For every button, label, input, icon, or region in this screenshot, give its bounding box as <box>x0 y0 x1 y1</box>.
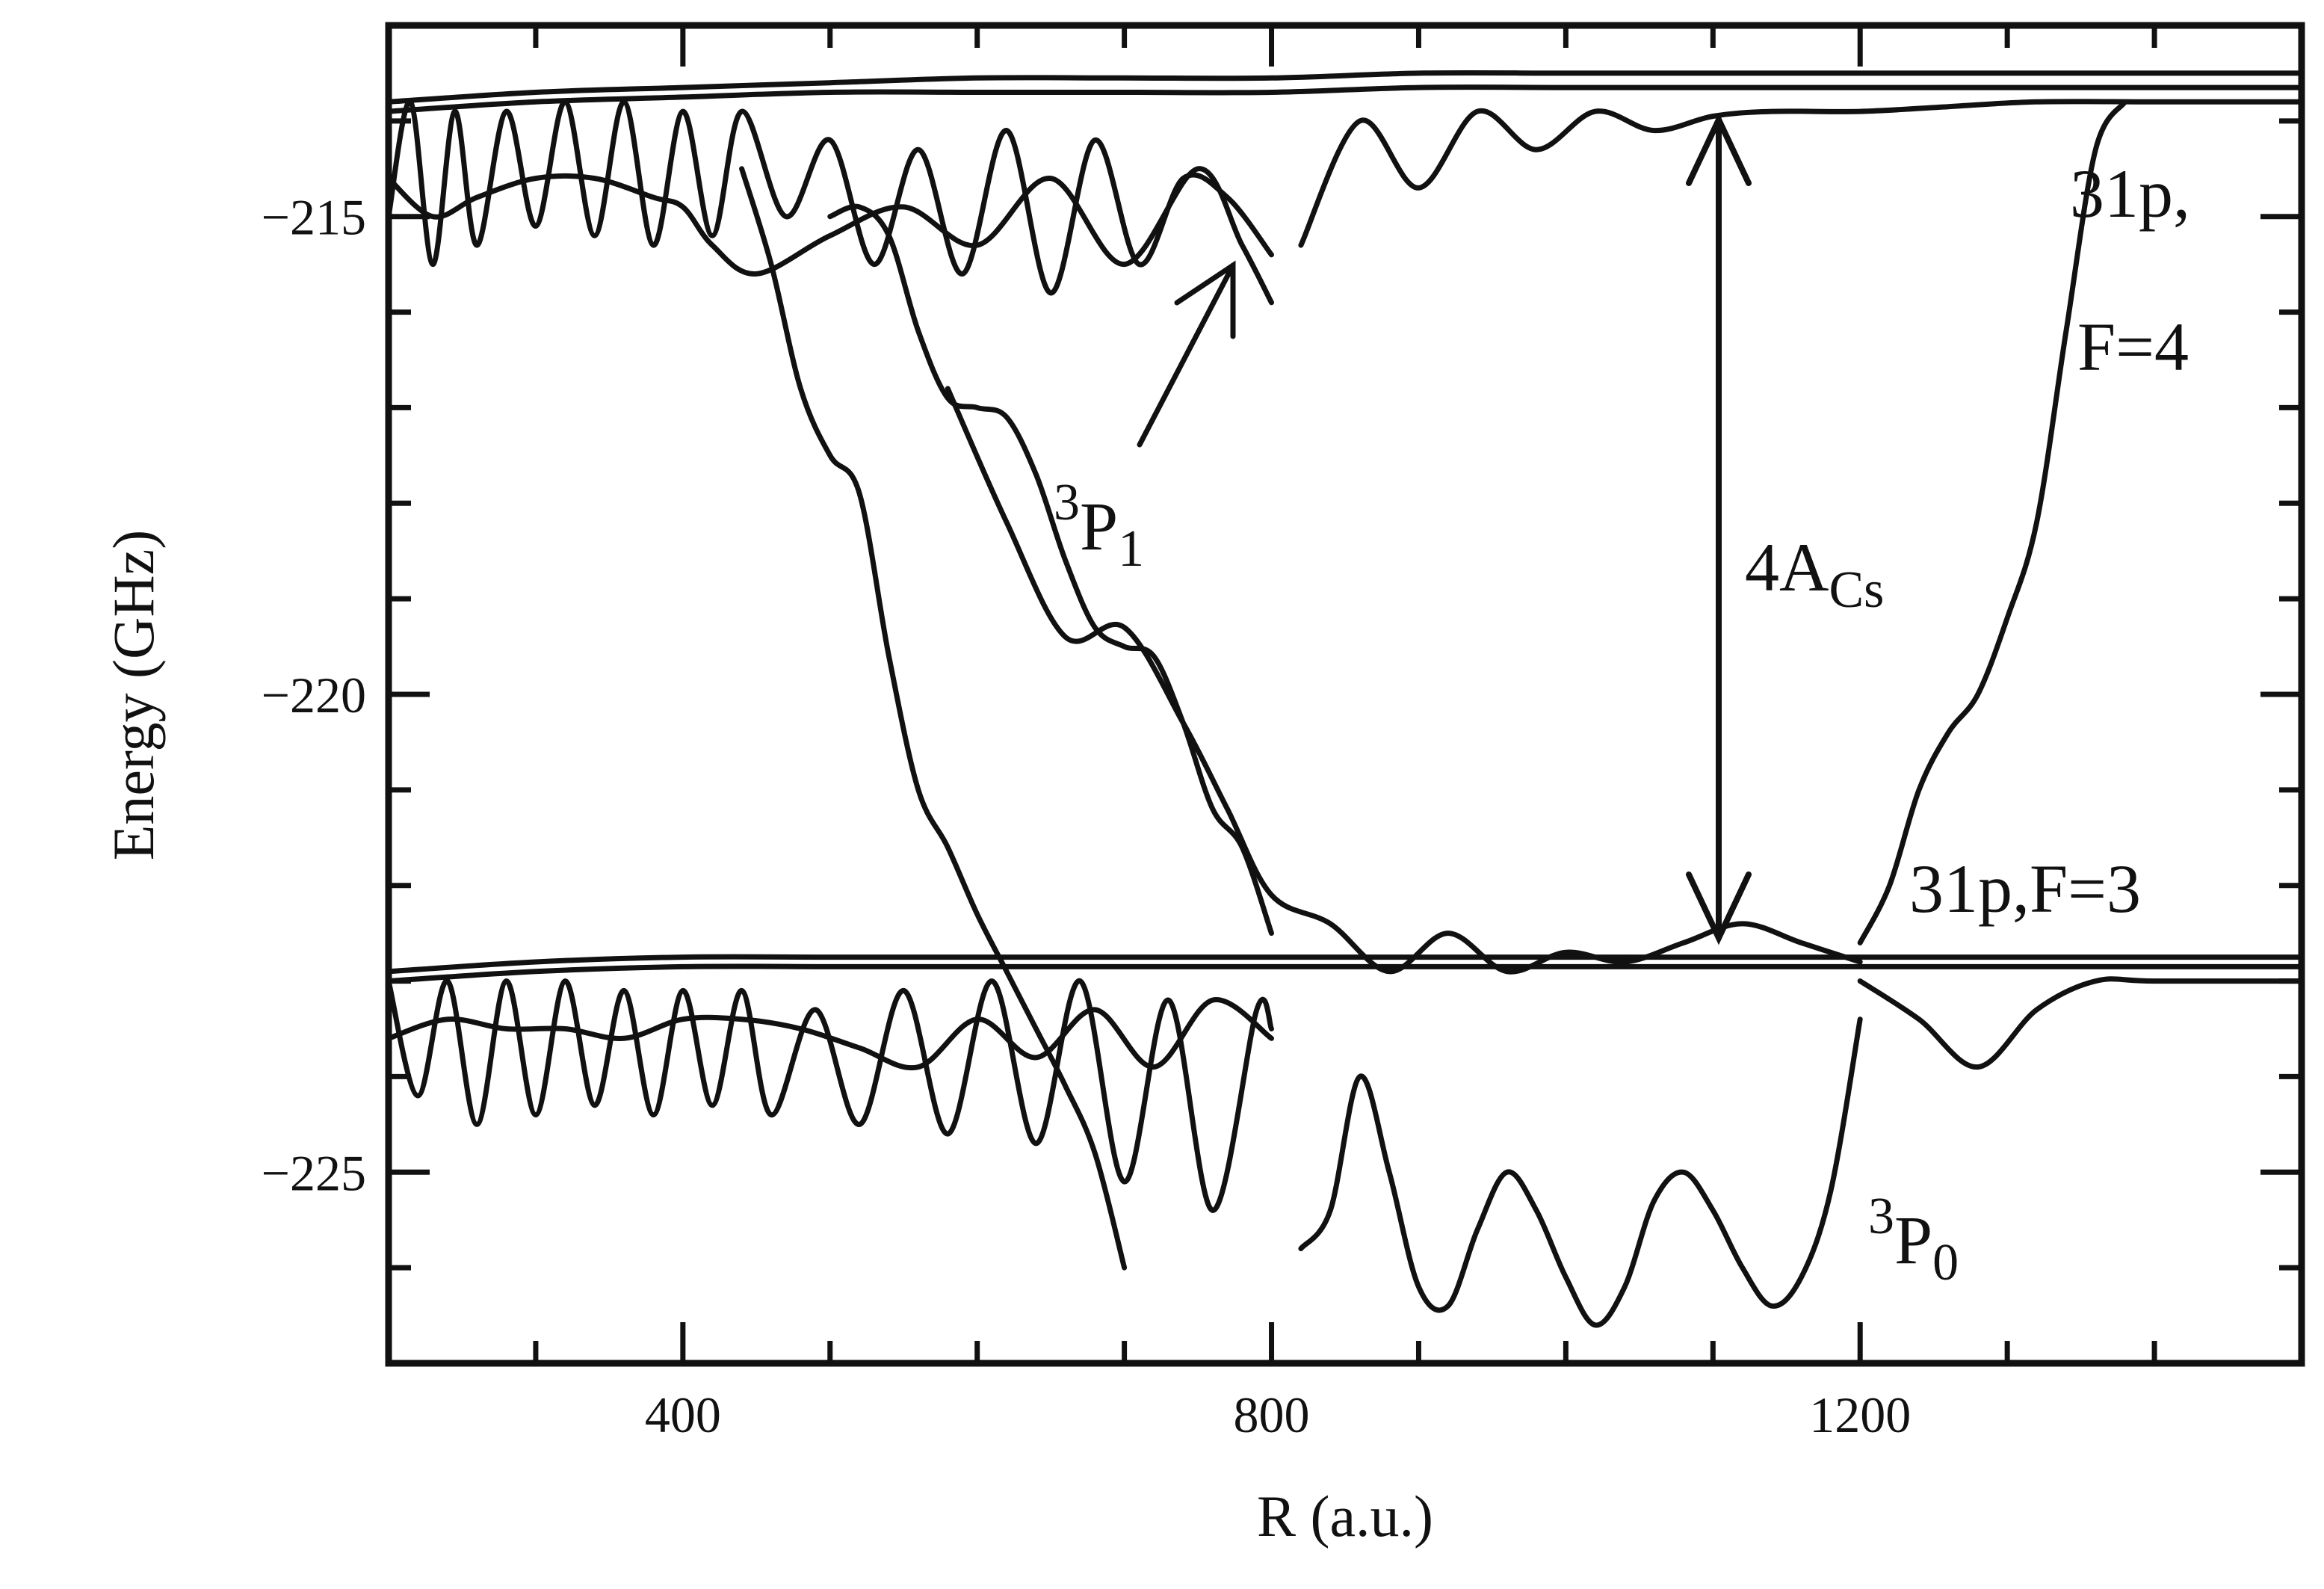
label-31p-f4-line2: F=4 <box>2077 309 2189 385</box>
energy-curve-11 <box>1857 99 2128 945</box>
energy-curve-4 <box>389 963 2302 984</box>
energy-curve-10 <box>945 386 1863 975</box>
energy-curve-2 <box>389 84 2302 114</box>
label-3p1-sub: 1 <box>1118 520 1144 578</box>
energy-curve-9 <box>827 203 1274 937</box>
label-4acs: 4ACs <box>1745 529 1884 619</box>
label-4acs-main: 4A <box>1745 529 1829 605</box>
y-tick-label: −220 <box>262 667 366 723</box>
energy-curve-6 <box>389 166 1274 306</box>
energy-curve-15 <box>389 997 1274 1071</box>
label-31p-f3: 31p,F=3 <box>1909 851 2141 927</box>
tick-labels: 400 800 1200 −215 −220 −225 <box>262 189 1912 1443</box>
label-3p1-main: P <box>1080 488 1118 564</box>
label-3p1: 3P1 <box>1054 474 1144 578</box>
energy-curve-12 <box>1298 1016 1863 1328</box>
energy-curves <box>389 70 2302 1328</box>
energy-curve-7 <box>1298 99 2302 248</box>
plot-frame <box>385 22 2305 1367</box>
x-tick-label: 800 <box>1234 1386 1310 1443</box>
energy-curve-5 <box>389 99 1274 296</box>
label-3p0-sup: 3 <box>1868 1188 1894 1245</box>
energy-curve-8 <box>739 166 1128 1271</box>
label-31p-f4-line1: 31p, <box>2070 155 2190 232</box>
x-tick-label: 1200 <box>1809 1386 1911 1443</box>
energy-curve-13 <box>1857 976 2302 1070</box>
y-tick-label: −215 <box>262 189 366 246</box>
energy-curve-1 <box>389 70 2302 105</box>
x-tick-label: 400 <box>645 1386 721 1443</box>
label-3p0: 3P0 <box>1868 1188 1959 1292</box>
x-axis-label: R (a.u.) <box>1257 1484 1433 1549</box>
label-3p0-sub: 0 <box>1932 1234 1959 1292</box>
label-4acs-sub: Cs <box>1829 561 1884 619</box>
axis-ticks <box>389 22 2302 1366</box>
label-3p0-main: P <box>1894 1202 1932 1278</box>
energy-curve-3 <box>389 954 2302 975</box>
y-axis-label: Energy (GHz) <box>101 530 166 861</box>
label-3p1-sup: 3 <box>1054 474 1080 531</box>
energy-curve-14 <box>389 978 1274 1213</box>
y-tick-label: −225 <box>262 1144 366 1201</box>
double-arrow-4acs <box>1686 112 1752 945</box>
arrow-3p1 <box>1137 260 1236 448</box>
